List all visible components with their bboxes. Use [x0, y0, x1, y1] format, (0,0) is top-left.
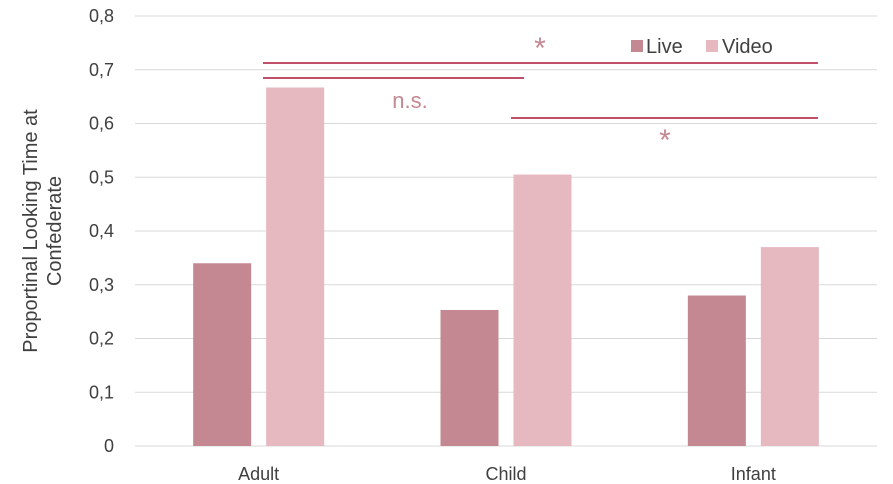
significance-annotations: * n.s. *	[263, 32, 818, 157]
y-tick-label: 0,5	[89, 167, 114, 187]
x-tick-labels: Adult Child Infant	[238, 464, 776, 484]
y-tick-label: 0,2	[89, 329, 114, 349]
y-tick-label: 0,4	[89, 221, 114, 241]
y-tick-label: 0,3	[89, 275, 114, 295]
legend-label-video: Video	[722, 36, 773, 58]
legend: Live Video	[631, 36, 773, 58]
y-tick-label: 0,6	[89, 114, 114, 134]
x-tick-label: Child	[485, 464, 526, 484]
significance-label: n.s.	[392, 88, 427, 113]
bars	[193, 87, 819, 447]
x-tick-label: Adult	[238, 464, 279, 484]
legend-swatch-video	[706, 40, 718, 52]
bar-live-infant	[687, 295, 746, 446]
bar-video-infant	[760, 247, 819, 446]
y-tick-labels: 0 0,1 0,2 0,3 0,4 0,5 0,6 0,7 0,8	[89, 6, 114, 456]
y-tick-label: 0	[104, 436, 114, 456]
y-tick-label: 0,7	[89, 60, 114, 80]
significance-label: *	[659, 124, 671, 157]
bar-video-child	[513, 174, 572, 446]
bar-video-adult	[266, 87, 325, 447]
gridlines	[135, 15, 877, 447]
y-axis-title-line: Proportinal Looking Time at	[20, 109, 42, 353]
y-axis-title: Proportinal Looking Time at Confederate	[20, 109, 66, 353]
y-axis-label: Proportinal Looking Time at Confederate	[20, 109, 66, 353]
y-tick-label: 0,8	[89, 6, 114, 26]
y-tick-label: 0,1	[89, 382, 114, 402]
y-axis-title-line: Confederate	[44, 176, 66, 286]
legend-swatch-live	[631, 40, 643, 52]
significance-label: *	[534, 32, 546, 65]
x-tick-label: Infant	[731, 464, 776, 484]
bar-live-child	[440, 310, 499, 446]
bar-live-adult	[193, 263, 252, 446]
legend-label-live: Live	[646, 36, 683, 58]
